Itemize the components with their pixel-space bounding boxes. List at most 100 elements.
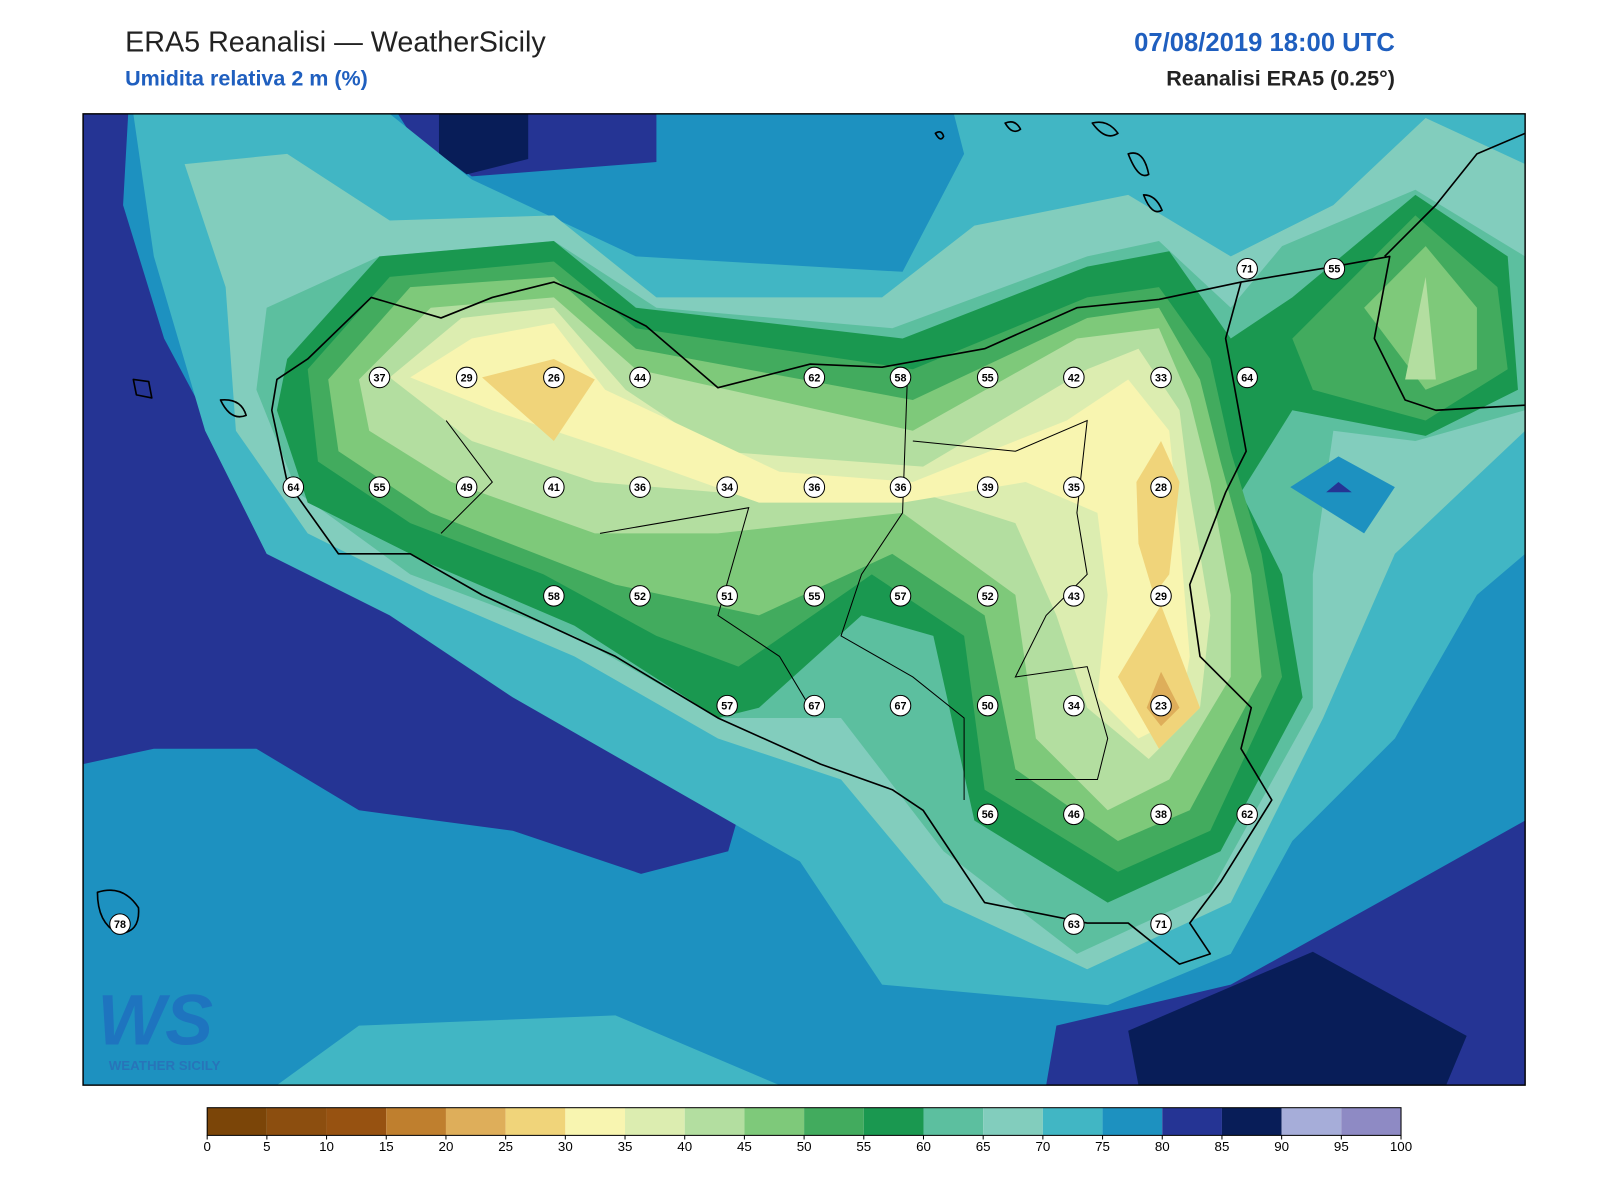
station: 37 (368, 366, 391, 389)
station-value: 29 (461, 372, 473, 384)
station-value: 36 (634, 482, 646, 494)
colorbar: 0 5 10 15 20 25 30 35 40 45 50 55 60 65 70 75 80 85 90 95 10… (203, 1107, 1412, 1154)
station-marker (1063, 366, 1085, 389)
colorbar-bin (1341, 1107, 1402, 1136)
station-value: 58 (895, 372, 907, 384)
station-value: 38 (1155, 809, 1167, 821)
logo-mark: WS (97, 981, 213, 1061)
station-layer: 71 55 37 29 26 44 62 58 55 42 33 64 64 55 49 41 36 34 36 36… (109, 257, 1346, 935)
station: 51 (716, 585, 738, 607)
colorbar-bin (1221, 1107, 1282, 1136)
station-value: 78 (114, 919, 126, 931)
station: 34 (1063, 694, 1085, 717)
station: 36 (803, 476, 826, 498)
colorbar-tick-label: 15 (379, 1139, 394, 1154)
station-marker (1236, 803, 1258, 826)
contour (410, 323, 1190, 739)
colorbar-bin (1102, 1107, 1163, 1136)
station-marker (976, 694, 999, 717)
colorbar-tick-label: 55 (856, 1139, 871, 1154)
colorbar-tick-label: 45 (737, 1139, 752, 1154)
colorbar-bin (804, 1107, 864, 1136)
station-marker (976, 803, 999, 826)
colorbar-bin (1042, 1107, 1103, 1136)
station-marker (368, 476, 391, 498)
subtitle: Umidita relativa 2 m (%) (125, 67, 368, 91)
station-value: 39 (982, 482, 994, 494)
station-value: 55 (1328, 264, 1340, 276)
station: 44 (629, 366, 651, 389)
datetime: 07/08/2019 18:00 UTC (1134, 29, 1395, 57)
station: 58 (889, 366, 912, 389)
station-marker (889, 476, 912, 498)
station-value: 51 (721, 591, 733, 603)
station-marker (1063, 694, 1085, 717)
station-value: 52 (982, 591, 994, 603)
colorbar-bin (386, 1107, 446, 1136)
logo: WS WEATHER SICILY (97, 981, 220, 1074)
contour (1405, 276, 1436, 380)
station-marker (716, 476, 738, 498)
station: 41 (543, 476, 565, 498)
station-value: 71 (1155, 919, 1167, 931)
colorbar-bin (266, 1107, 327, 1136)
station-value: 56 (982, 809, 994, 821)
station-marker (803, 366, 826, 389)
colorbar-tick-label: 80 (1155, 1139, 1170, 1154)
colorbar-tick-label: 20 (439, 1139, 454, 1154)
station-value: 36 (808, 482, 820, 494)
station-marker (803, 476, 826, 498)
station-value: 63 (1068, 919, 1080, 931)
colorbar-tick-label: 40 (677, 1139, 692, 1154)
station-value: 28 (1155, 482, 1167, 494)
station: 55 (803, 585, 826, 607)
station-marker (1150, 913, 1172, 935)
station-value: 44 (634, 372, 646, 384)
colorbar-tick-label: 85 (1215, 1139, 1230, 1154)
station-value: 42 (1068, 372, 1080, 384)
station-value: 64 (287, 482, 299, 494)
station: 43 (1063, 585, 1085, 607)
station: 58 (543, 585, 565, 607)
station-value: 46 (1068, 809, 1080, 821)
station: 42 (1063, 366, 1085, 389)
station-marker (282, 476, 305, 498)
colorbar-tick-label: 30 (558, 1139, 573, 1154)
station-marker (1236, 257, 1258, 280)
station: 67 (889, 694, 912, 717)
station: 33 (1150, 366, 1172, 389)
station: 49 (455, 476, 478, 498)
station: 67 (803, 694, 826, 717)
station-marker (889, 694, 912, 717)
station-value: 55 (808, 591, 820, 603)
station-marker (543, 476, 565, 498)
station-marker (1236, 366, 1258, 389)
colorbar-bin (445, 1107, 506, 1136)
colorbar-bin (505, 1107, 566, 1136)
station: 35 (1063, 476, 1085, 498)
station-marker (803, 694, 826, 717)
source: Reanalisi ERA5 (0.25°) (1166, 67, 1395, 91)
station-marker (629, 585, 651, 607)
station-marker (455, 366, 478, 389)
colorbar-tick-label: 100 (1390, 1139, 1412, 1154)
station: 39 (976, 476, 999, 498)
station-marker (1150, 476, 1172, 498)
station: 36 (889, 476, 912, 498)
colorbar-bin (565, 1107, 626, 1136)
logo-name: WEATHER SICILY (109, 1058, 221, 1073)
station: 26 (543, 366, 565, 389)
station: 62 (803, 366, 826, 389)
station: 29 (455, 366, 478, 389)
station-marker (455, 476, 478, 498)
station-marker (1063, 585, 1085, 607)
colorbar-tick-label: 35 (618, 1139, 633, 1154)
station: 50 (976, 694, 999, 717)
contour (83, 113, 739, 874)
station: 62 (1236, 803, 1258, 826)
station: 55 (368, 476, 391, 498)
station-value: 55 (982, 372, 994, 384)
station: 55 (976, 366, 999, 389)
contour (482, 358, 595, 442)
